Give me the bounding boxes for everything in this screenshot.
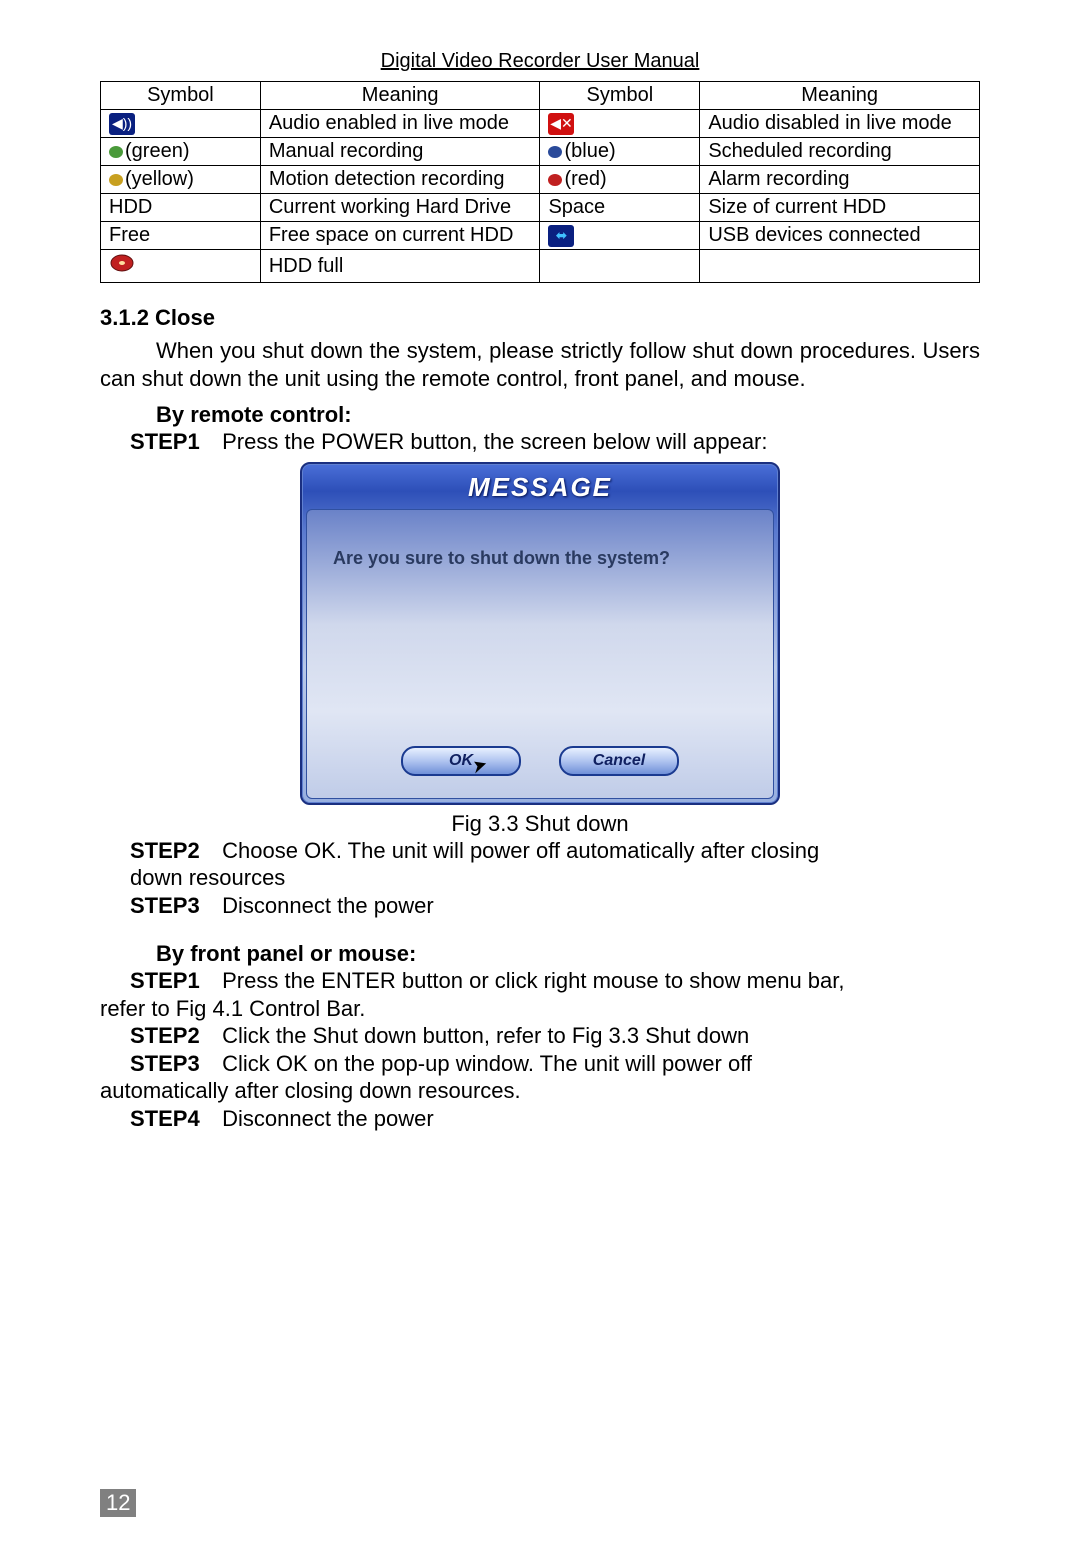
step-text: Disconnect the power (222, 1106, 434, 1131)
table-row: (yellow)Motion detection recording(red)A… (101, 166, 980, 194)
step-label: STEP4 (130, 1105, 216, 1133)
th-meaning-2: Meaning (700, 82, 980, 110)
table-row: (green)Manual recording(blue)Scheduled r… (101, 138, 980, 166)
dialog-title: MESSAGE (306, 468, 774, 509)
step-text: Disconnect the power (222, 893, 434, 918)
status-icon: ◀)) (109, 113, 135, 135)
step-label: STEP2 (130, 1022, 216, 1050)
front-step4: STEP4 Disconnect the power (100, 1105, 980, 1133)
step-label: STEP3 (130, 1050, 216, 1078)
record-dot-icon (548, 146, 562, 158)
meaning-cell: Manual recording (260, 138, 540, 166)
meaning-cell: Motion detection recording (260, 166, 540, 194)
page-header: Digital Video Recorder User Manual (100, 50, 980, 73)
close-paragraph: When you shut down the system, please st… (100, 337, 980, 392)
remote-step1: STEP1 Press the POWER button, the screen… (100, 428, 980, 456)
figure-caption: Fig 3.3 Shut down (300, 811, 780, 837)
remote-step2: STEP2 Choose OK. The unit will power off… (100, 837, 980, 865)
front-step1-cont: refer to Fig 4.1 Control Bar. (100, 995, 980, 1023)
symbol-cell (101, 250, 261, 283)
step-text: Choose OK. The unit will power off autom… (222, 838, 819, 863)
section-heading-close: 3.1.2 Close (100, 305, 980, 331)
symbol-cell: ◀)) (101, 110, 261, 138)
th-symbol-2: Symbol (540, 82, 700, 110)
meaning-cell: USB devices connected (700, 222, 980, 250)
symbol-cell: ◀✕ (540, 110, 700, 138)
front-step1: STEP1 Press the ENTER button or click ri… (100, 967, 980, 995)
record-dot-icon (548, 174, 562, 186)
status-icon: ⬌ (548, 225, 574, 247)
record-dot-icon (109, 174, 123, 186)
front-step2: STEP2 Click the Shut down button, refer … (100, 1022, 980, 1050)
table-row: ◀)) Audio enabled in live mode ◀✕ Audio dis… (101, 110, 980, 138)
meaning-cell: Scheduled recording (700, 138, 980, 166)
cancel-button[interactable]: Cancel (559, 746, 679, 776)
remote-step2-cont: down resources (130, 864, 980, 892)
ok-button[interactable]: OK ➤ (401, 746, 521, 776)
meaning-cell: HDD full (260, 250, 540, 283)
step-text: Press the POWER button, the screen below… (222, 429, 767, 454)
th-symbol-1: Symbol (101, 82, 261, 110)
symbol-cell (540, 250, 700, 283)
step-label: STEP3 (130, 892, 216, 920)
symbol-cell: HDD (101, 194, 261, 222)
dialog-button-row: OK ➤ Cancel (307, 746, 773, 776)
meaning-cell (700, 250, 980, 283)
remote-step3: STEP3 Disconnect the power (100, 892, 980, 920)
meaning-cell: Current working Hard Drive (260, 194, 540, 222)
symbol-cell: ⬌ (540, 222, 700, 250)
th-meaning-1: Meaning (260, 82, 540, 110)
symbol-cell: Space (540, 194, 700, 222)
symbol-cell: (blue) (540, 138, 700, 166)
symbol-cell: (yellow) (101, 166, 261, 194)
shutdown-dialog-figure: MESSAGE Are you sure to shut down the sy… (300, 462, 780, 837)
meaning-cell: Audio enabled in live mode (260, 110, 540, 138)
step-label: STEP1 (130, 967, 216, 995)
meaning-cell: Size of current HDD (700, 194, 980, 222)
subheading-remote: By remote control: (156, 402, 980, 428)
symbol-cell: (red) (540, 166, 700, 194)
step-label: STEP2 (130, 837, 216, 865)
hdd-full-icon (109, 252, 135, 274)
subheading-front: By front panel or mouse: (156, 941, 980, 967)
step-text: Press the ENTER button or click right mo… (222, 968, 844, 993)
cancel-button-label: Cancel (593, 752, 645, 770)
dialog-message-text: Are you sure to shut down the system? (333, 548, 747, 569)
front-step3: STEP3 Click OK on the pop-up window. The… (100, 1050, 980, 1078)
record-dot-icon (109, 146, 123, 158)
table-row: HDDCurrent working Hard DriveSpaceSize o… (101, 194, 980, 222)
table-row: HDD full (101, 250, 980, 283)
step-text: Click the Shut down button, refer to Fig… (222, 1023, 749, 1048)
symbol-cell: Free (101, 222, 261, 250)
status-icon: ◀✕ (548, 113, 574, 135)
page-number: 12 (100, 1489, 136, 1517)
step-text: Click OK on the pop-up window. The unit … (222, 1051, 752, 1076)
table-header-row: Symbol Meaning Symbol Meaning (101, 82, 980, 110)
symbol-table: Symbol Meaning Symbol Meaning ◀)) Audio e… (100, 81, 980, 283)
table-row: FreeFree space on current HDD ⬌ USB device… (101, 222, 980, 250)
meaning-cell: Alarm recording (700, 166, 980, 194)
step-label: STEP1 (130, 428, 216, 456)
meaning-cell: Audio disabled in live mode (700, 110, 980, 138)
message-dialog: MESSAGE Are you sure to shut down the sy… (300, 462, 780, 805)
meaning-cell: Free space on current HDD (260, 222, 540, 250)
dialog-body: Are you sure to shut down the system? OK… (306, 509, 774, 799)
symbol-cell: (green) (101, 138, 261, 166)
mouse-cursor-icon: ➤ (469, 754, 488, 777)
manual-page: Digital Video Recorder User Manual Symbo… (0, 0, 1080, 1172)
front-step3-cont: automatically after closing down resourc… (100, 1077, 980, 1105)
